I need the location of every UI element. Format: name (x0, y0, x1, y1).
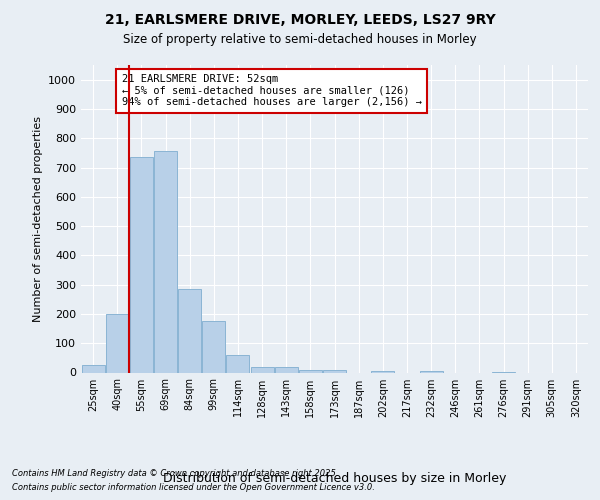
Bar (226, 355, 250, 372)
Bar (154, 152, 177, 372)
Bar (299, 370, 322, 372)
Text: 21, EARLSMERE DRIVE, MORLEY, LEEDS, LS27 9RY: 21, EARLSMERE DRIVE, MORLEY, LEEDS, LS27… (104, 12, 496, 26)
Bar (275, 367, 298, 372)
Y-axis label: Number of semi-detached properties: Number of semi-detached properties (32, 116, 43, 322)
Text: Contains public sector information licensed under the Open Government Licence v3: Contains public sector information licen… (12, 484, 375, 492)
Bar (323, 370, 346, 372)
X-axis label: Distribution of semi-detached houses by size in Morley: Distribution of semi-detached houses by … (163, 472, 506, 486)
Text: 21 EARLSMERE DRIVE: 52sqm
← 5% of semi-detached houses are smaller (126)
94% of : 21 EARLSMERE DRIVE: 52sqm ← 5% of semi-d… (122, 74, 422, 108)
Bar (178, 289, 201, 372)
Text: Contains HM Land Registry data © Crown copyright and database right 2025.: Contains HM Land Registry data © Crown c… (12, 468, 338, 477)
Bar (130, 157, 153, 372)
Bar (251, 366, 274, 372)
Bar (419, 371, 443, 372)
Bar (82, 365, 104, 372)
Text: Size of property relative to semi-detached houses in Morley: Size of property relative to semi-detach… (123, 32, 477, 46)
Bar (371, 371, 394, 372)
Bar (106, 314, 128, 372)
Bar (202, 322, 225, 372)
